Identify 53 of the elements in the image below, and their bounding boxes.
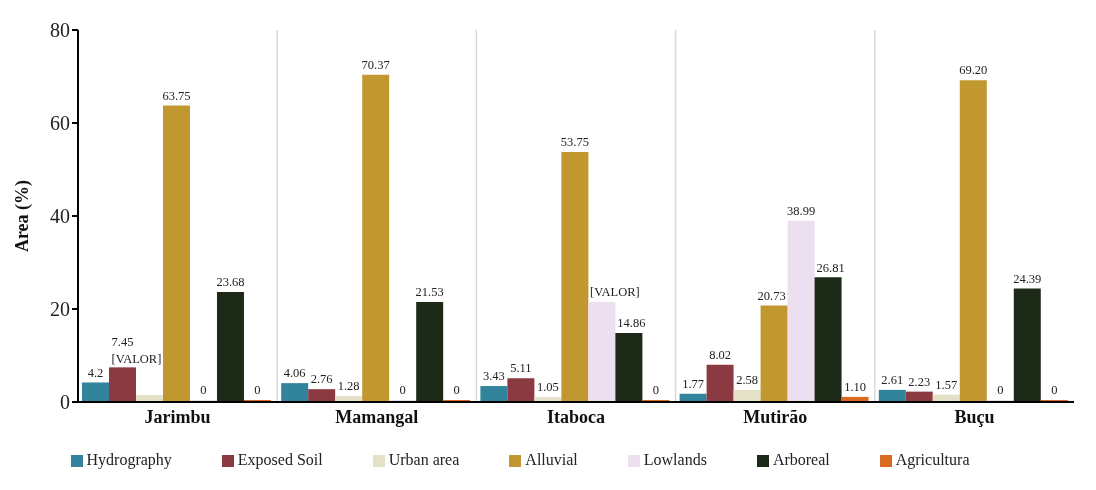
- data-label: 26.81: [816, 260, 845, 275]
- x-tick-label: Mutirão: [743, 406, 808, 427]
- legend-label: Agricultura: [895, 451, 970, 468]
- data-label: 2.61: [881, 373, 904, 388]
- data-label: 4.2: [87, 365, 104, 380]
- data-label: 2.23: [908, 374, 931, 389]
- legend-label: Urban area: [388, 451, 460, 468]
- data-label: 0: [652, 383, 660, 398]
- legend-label: Hydrography: [86, 451, 172, 468]
- data-label: 3.43: [482, 369, 505, 384]
- x-tick-label: Mamangal: [335, 406, 419, 427]
- data-label: 0: [254, 383, 261, 398]
- data-label: 1.77: [682, 377, 705, 392]
- y-tick-label: 80: [50, 19, 70, 42]
- data-label: [VALOR]: [589, 285, 640, 300]
- x-tick-label: Buçu: [954, 406, 995, 427]
- data-label: 2.58: [736, 373, 759, 388]
- data-label: 1.05: [536, 380, 559, 395]
- y-axis-title: Area (%): [12, 179, 34, 253]
- data-label: 4.06: [283, 366, 306, 381]
- data-label: 38.99: [787, 203, 816, 218]
- y-tick-label: 60: [50, 112, 70, 135]
- data-label: 63.75: [162, 88, 191, 103]
- data-label: [VALOR]: [111, 351, 162, 366]
- data-label: 7.45: [111, 335, 134, 350]
- data-label: 21.53: [415, 285, 444, 300]
- legend-label: Arboreal: [772, 451, 830, 468]
- x-tick-label: Itaboca: [547, 406, 605, 427]
- data-label: 0: [200, 383, 207, 398]
- y-tick-label: 40: [50, 205, 70, 228]
- data-label: 1.10: [844, 380, 867, 395]
- data-label: 0: [399, 383, 406, 398]
- legend-label: Lowlands: [643, 451, 707, 468]
- x-tick-label: Jarimbu: [144, 406, 211, 427]
- data-label: 0: [997, 383, 1004, 398]
- data-label: 70.37: [361, 58, 390, 73]
- data-label: 2.76: [310, 372, 333, 387]
- data-label: 20.73: [757, 288, 786, 303]
- data-label: 53.75: [560, 135, 589, 150]
- data-label: 5.11: [510, 361, 532, 376]
- y-tick-label: 20: [50, 298, 70, 321]
- data-label: 1.57: [935, 377, 958, 392]
- data-label: 0: [1051, 383, 1058, 398]
- legend-label: Alluvial: [525, 451, 578, 468]
- data-label: 69.20: [959, 63, 988, 78]
- data-label: 23.68: [216, 275, 245, 290]
- data-label: 24.39: [1013, 271, 1042, 286]
- y-tick-label: 0: [60, 391, 70, 414]
- legend-label: Exposed Soil: [237, 451, 323, 468]
- data-label: 1.28: [337, 379, 360, 394]
- data-label: 0: [453, 383, 460, 398]
- data-label: 14.86: [617, 316, 646, 331]
- data-label: 8.02: [709, 347, 732, 362]
